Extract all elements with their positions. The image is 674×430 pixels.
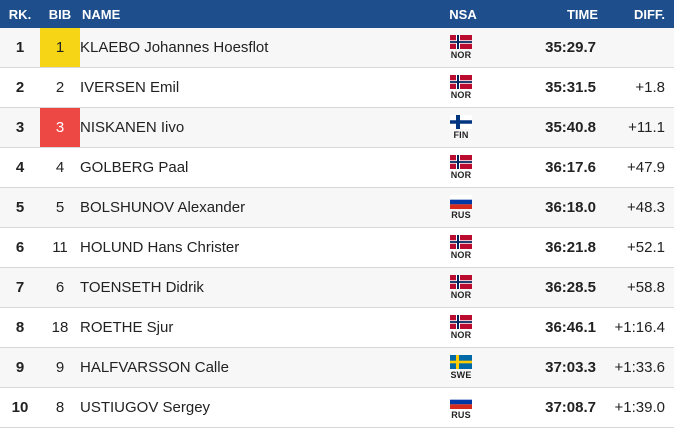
bib-cell: 1	[40, 28, 80, 67]
rank-cell: 1	[15, 39, 25, 56]
table-body: 1 1 KLAEBO Johannes Hoesflot NOR 35:29.7 2 2 IV…	[0, 28, 674, 428]
header-bib[interactable]: BIB	[48, 6, 72, 22]
table-row[interactable]: 8 18 ROETHE Sjur NOR 36:46.1 +1:16.4	[0, 308, 674, 348]
athlete-name-link[interactable]: GOLBERG Paal	[80, 159, 189, 176]
rank-cell: 10	[11, 399, 29, 416]
rank-cell: 7	[15, 279, 25, 296]
rank-cell: 5	[15, 199, 25, 216]
nsa-code: NOR	[450, 170, 472, 180]
nsa-cell: RUS	[416, 195, 506, 220]
table-header: RK. BIB NAME NSA TIME DIFF.	[0, 0, 674, 28]
bib-cell: 9	[55, 359, 65, 376]
table-row[interactable]: 3 3 NISKANEN Iivo FIN 35:40.8 +11.1	[0, 108, 674, 148]
time-cell: 35:29.7	[545, 39, 596, 56]
time-cell: 37:08.7	[545, 399, 596, 416]
norway-flag-icon	[450, 235, 472, 249]
nsa-code: NOR	[450, 50, 472, 60]
table-row[interactable]: 10 8 USTIUGOV Sergey RUS 37:08.7 +1:39.0	[0, 388, 674, 428]
athlete-name-link[interactable]: USTIUGOV Sergey	[80, 399, 211, 416]
norway-flag-icon	[450, 155, 472, 169]
table-row[interactable]: 5 5 BOLSHUNOV Alexander RUS 36:18.0 +48.3	[0, 188, 674, 228]
header-time[interactable]: TIME	[566, 6, 598, 22]
diff-cell: +11.1	[628, 119, 665, 136]
diff-cell: +48.3	[627, 199, 665, 216]
time-cell: 36:46.1	[545, 319, 596, 336]
table-row[interactable]: 6 11 HOLUND Hans Christer NOR 36:21.8 +52.1	[0, 228, 674, 268]
bib-cell: 4	[55, 159, 65, 176]
bib-cell: 8	[55, 399, 65, 416]
table-row[interactable]: 4 4 GOLBERG Paal NOR 36:17.6 +47.9	[0, 148, 674, 188]
nsa-code: NOR	[450, 330, 472, 340]
athlete-name-link[interactable]: HALFVARSSON Calle	[80, 359, 229, 376]
rank-cell: 4	[15, 159, 25, 176]
norway-flag-icon	[450, 75, 472, 89]
athlete-name-link[interactable]: HOLUND Hans Christer	[80, 239, 240, 256]
time-cell: 35:40.8	[545, 119, 596, 136]
nsa-code: FIN	[453, 130, 469, 140]
time-cell: 36:18.0	[545, 199, 596, 216]
russia-flag-icon	[450, 395, 472, 409]
diff-cell: +52.1	[627, 239, 665, 256]
nsa-code: NOR	[450, 290, 472, 300]
bib-cell: 6	[55, 279, 65, 296]
rank-cell: 6	[15, 239, 25, 256]
nsa-code: SWE	[450, 370, 472, 380]
norway-flag-icon	[450, 35, 472, 49]
rank-cell: 8	[15, 319, 25, 336]
athlete-name-link[interactable]: IVERSEN Emil	[80, 79, 180, 96]
header-diff[interactable]: DIFF.	[633, 6, 665, 22]
diff-cell: +1:39.0	[614, 399, 665, 416]
sweden-flag-icon	[450, 355, 472, 369]
nsa-code: NOR	[450, 90, 472, 100]
athlete-name-link[interactable]: NISKANEN Iivo	[80, 119, 185, 136]
nsa-code: RUS	[451, 410, 471, 420]
nsa-cell: NOR	[416, 155, 506, 180]
nsa-cell: RUS	[416, 395, 506, 420]
nsa-cell: NOR	[416, 235, 506, 260]
athlete-name-link[interactable]: BOLSHUNOV Alexander	[80, 199, 246, 216]
diff-cell: +47.9	[627, 159, 665, 176]
rank-cell: 2	[15, 79, 25, 96]
nsa-cell: SWE	[416, 355, 506, 380]
nsa-cell: NOR	[416, 35, 506, 60]
rank-cell: 9	[15, 359, 25, 376]
header-name[interactable]: NAME	[82, 6, 121, 22]
time-cell: 36:17.6	[545, 159, 596, 176]
diff-cell: +58.8	[627, 279, 665, 296]
norway-flag-icon	[450, 315, 472, 329]
time-cell: 35:31.5	[545, 79, 596, 96]
bib-cell: 3	[40, 108, 80, 147]
nsa-cell: NOR	[416, 275, 506, 300]
athlete-name-link[interactable]: ROETHE Sjur	[80, 319, 174, 336]
nsa-code: NOR	[450, 250, 472, 260]
table-row[interactable]: 2 2 IVERSEN Emil NOR 35:31.5 +1.8	[0, 68, 674, 108]
finland-flag-icon	[450, 115, 472, 129]
bib-cell: 2	[55, 79, 65, 96]
table-row[interactable]: 7 6 TOENSETH Didrik NOR 36:28.5 +58.8	[0, 268, 674, 308]
nsa-cell: NOR	[416, 75, 506, 100]
table-row[interactable]: 9 9 HALFVARSSON Calle SWE 37:03.3 +1:33.6	[0, 348, 674, 388]
rank-cell: 3	[15, 119, 25, 136]
nsa-cell: FIN	[416, 115, 506, 140]
bib-cell: 18	[51, 319, 69, 336]
athlete-name-link[interactable]: KLAEBO Johannes Hoesflot	[80, 39, 269, 56]
athlete-name-link[interactable]: TOENSETH Didrik	[80, 279, 204, 296]
nsa-code: RUS	[451, 210, 471, 220]
nsa-cell: NOR	[416, 315, 506, 340]
header-rank[interactable]: RK.	[8, 6, 32, 22]
header-nsa[interactable]: NSA	[449, 6, 477, 22]
time-cell: 37:03.3	[545, 359, 596, 376]
time-cell: 36:28.5	[545, 279, 596, 296]
diff-cell: +1:33.6	[614, 359, 665, 376]
russia-flag-icon	[450, 195, 472, 209]
bib-cell: 5	[55, 199, 65, 216]
diff-cell: +1:16.4	[614, 319, 665, 336]
table-row[interactable]: 1 1 KLAEBO Johannes Hoesflot NOR 35:29.7	[0, 28, 674, 68]
diff-cell: +1.8	[635, 79, 665, 96]
bib-cell: 11	[52, 239, 68, 256]
time-cell: 36:21.8	[545, 239, 596, 256]
norway-flag-icon	[450, 275, 472, 289]
